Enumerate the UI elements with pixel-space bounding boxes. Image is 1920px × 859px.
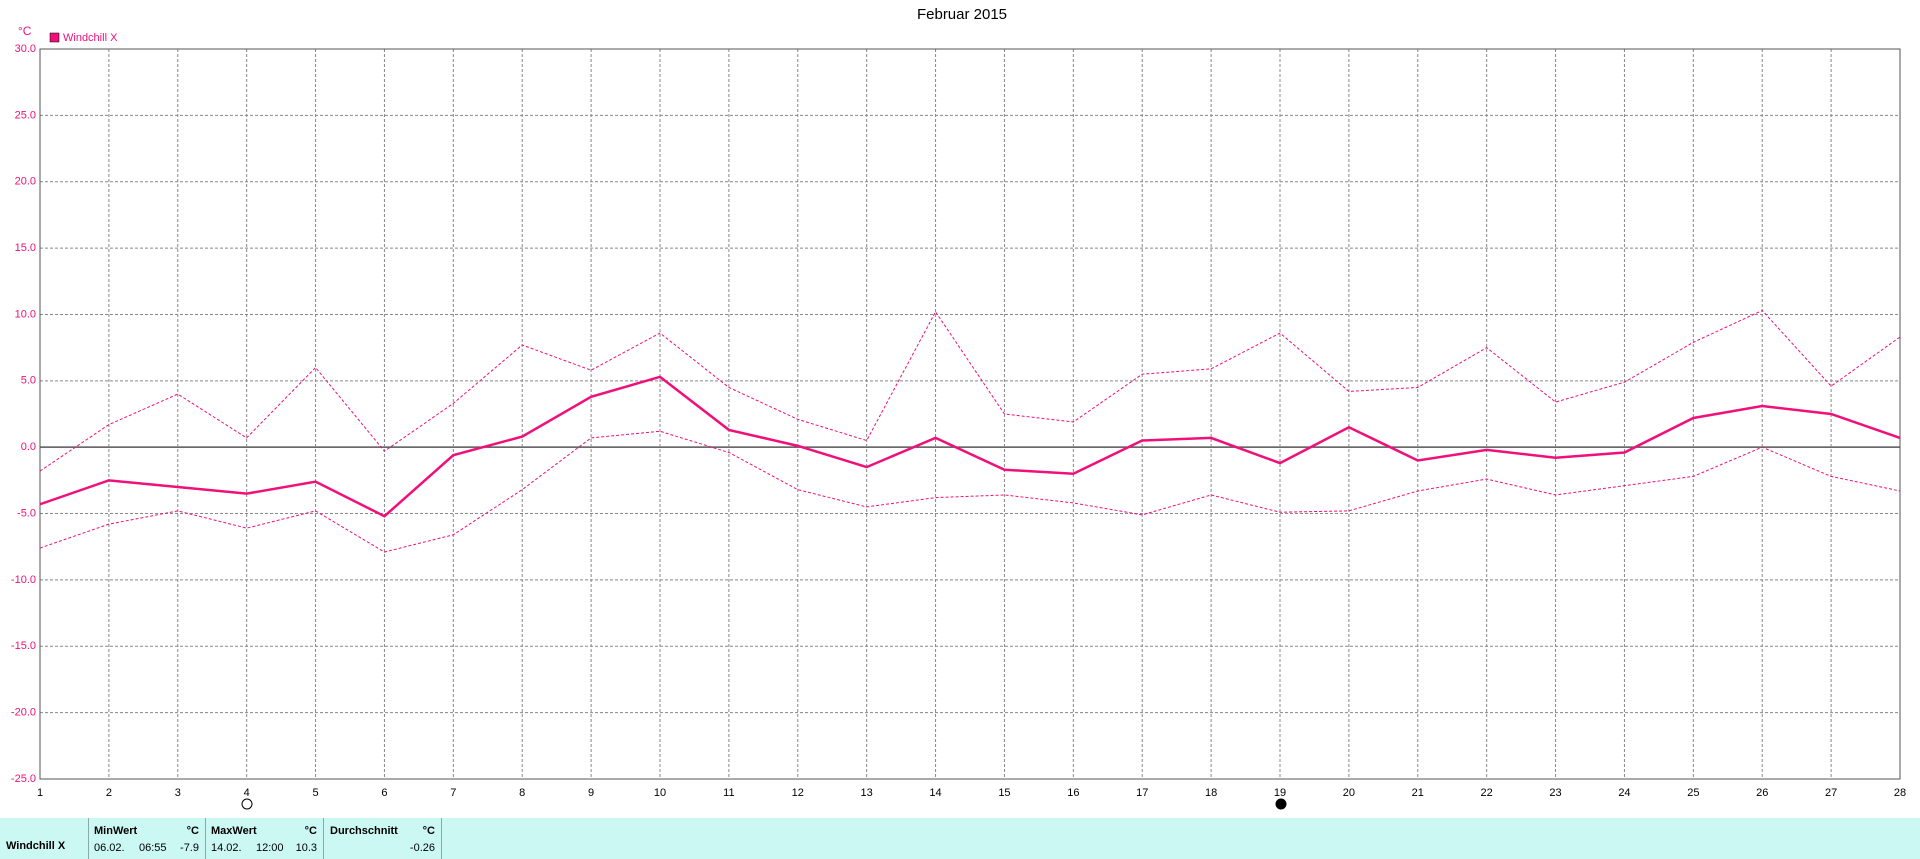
x-tick-label: 1 [37,787,43,799]
x-tick-label: 7 [450,787,456,799]
col-value: -0.26 [409,842,435,854]
x-tick-label: 24 [1618,787,1630,799]
col-header: MinWert [94,825,138,837]
x-tick-label: 19 [1274,787,1286,799]
y-unit: °C [18,24,32,38]
y-tick-label: -10.0 [11,574,36,586]
col-date: 14.02. [211,842,242,854]
x-tick-label: 13 [861,787,873,799]
x-tick-label: 4 [244,787,250,799]
col-header: MaxWert [211,825,257,837]
x-tick-label: 22 [1481,787,1493,799]
series-line [39,309,1901,472]
moon-icon [1275,798,1287,810]
y-tick-label: 5.0 [21,375,36,387]
chart-title: Februar 2015 [917,6,1007,23]
col-unit: °C [422,825,435,837]
col-time: 06:55 [139,842,167,854]
x-tick-label: 3 [175,787,181,799]
x-tick-label: 11 [723,787,734,799]
col-header: Durchschnitt [330,825,398,837]
y-tick-label: 30.0 [15,43,36,55]
y-tick-label: 25.0 [15,109,36,121]
x-tick-label: 16 [1067,787,1079,799]
x-tick-label: 21 [1412,787,1424,799]
x-tick-label: 15 [998,787,1010,799]
y-tick-label: -25.0 [11,773,36,785]
col-time: 12:00 [256,842,284,854]
x-tick-label: 10 [654,787,666,799]
row-label: Windchill X [6,840,66,852]
chart: Februar 2015 °C -25.0 -20.0 -15.0 -10.0 -5.0… [11,6,1906,810]
col-date: 06.02. [94,842,125,854]
x-tick-label: 26 [1756,787,1768,799]
x-tick-label: 9 [588,787,594,799]
y-tick-label: 20.0 [15,176,36,188]
y-tick-label: 15.0 [15,242,36,254]
moon-icon [241,798,253,810]
y-tick-label: 10.0 [15,308,36,320]
series-line [39,375,1901,518]
x-tick-label: 25 [1687,787,1699,799]
x-tick-label: 23 [1549,787,1561,799]
x-tick-label: 6 [381,787,387,799]
x-tick-label: 12 [792,787,804,799]
legend-swatch [49,32,60,43]
x-tick-label: 5 [312,787,318,799]
x-tick-label: 14 [929,787,941,799]
col-value: 10.3 [295,842,317,854]
x-tick-label: 28 [1894,787,1906,799]
x-tick-label: 2 [106,787,112,799]
plot-border [39,48,1901,780]
y-tick-label: 0.0 [21,441,36,453]
y-tick-label: -15.0 [11,640,36,652]
col-unit: °C [186,825,199,837]
series-line [39,430,1901,553]
x-tick-label: 27 [1825,787,1837,799]
x-tick-label: 20 [1343,787,1355,799]
y-tick-label: -5.0 [17,507,36,519]
legend-label: Windchill X [63,32,118,44]
summary-table: Windchill X MinWert °C 06.02. 06:55 -7.9… [0,818,1920,859]
col-unit: °C [304,825,317,837]
x-tick-label: 17 [1136,787,1148,799]
col-value: -7.9 [180,842,199,854]
x-tick-label: 18 [1205,787,1217,799]
x-tick-label: 8 [519,787,525,799]
y-tick-label: -20.0 [11,707,36,719]
